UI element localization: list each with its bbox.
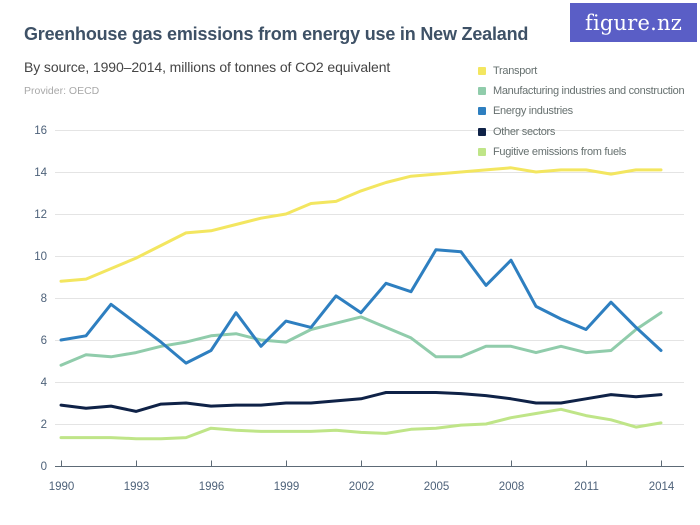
legend-item: Manufacturing industries and constructio…	[478, 81, 685, 101]
y-axis-tick-label: 8	[41, 293, 47, 305]
x-axis-tick-label: 1999	[274, 481, 300, 493]
y-axis-tick-label: 16	[34, 125, 47, 137]
legend-label: Energy industries	[493, 105, 573, 118]
chart-subtitle: By source, 1990–2014, millions of tonnes…	[24, 59, 391, 75]
x-axis-tick-label: 1990	[49, 481, 75, 493]
x-axis-tick-label: 2011	[574, 481, 599, 493]
y-axis-tick-label: 6	[41, 335, 47, 347]
x-axis-tick-label: 2005	[424, 481, 450, 493]
x-axis-tick-label: 2008	[499, 481, 525, 493]
legend-swatch-icon	[478, 107, 486, 116]
y-axis-tick-label: 0	[41, 461, 47, 473]
y-axis-tick-label: 2	[41, 419, 47, 431]
legend-item: Energy industries	[478, 101, 684, 121]
series-line-energy-industries	[59, 248, 663, 365]
legend-label: Fugitive emissions from fuels	[493, 145, 627, 158]
legend-item: Fugitive emissions from fuels	[478, 142, 684, 162]
legend-swatch-icon	[478, 127, 486, 136]
figurenz-logo[interactable]: figure.nz	[570, 3, 697, 42]
x-axis-tick-label: 2002	[349, 481, 375, 493]
legend: Transport Manufacturing industries and co…	[478, 61, 685, 162]
series-line-transport	[59, 166, 663, 283]
legend-label: Manufacturing industries and constructio…	[493, 85, 685, 98]
y-axis-tick-label: 12	[34, 209, 47, 221]
y-axis-tick-label: 4	[41, 377, 48, 389]
y-axis-tick-label: 10	[34, 251, 47, 263]
series-line-other-sectors	[59, 391, 663, 413]
series-line-fugitive-emissions-from-fuels	[59, 407, 663, 441]
x-axis-tick-label: 1993	[124, 481, 150, 493]
x-axis-tick-label: 2014	[649, 481, 675, 493]
x-axis-tick-label: 1996	[199, 481, 225, 493]
legend-item: Other sectors	[478, 122, 684, 142]
legend-swatch-icon	[478, 147, 486, 156]
legend-label: Transport	[493, 65, 537, 78]
legend-label: Other sectors	[493, 125, 556, 138]
legend-swatch-icon	[478, 67, 486, 76]
page-title: Greenhouse gas emissions from energy use…	[24, 24, 529, 44]
series-line-manufacturing-industries-and-construction	[59, 311, 663, 367]
figurenz-logo-text: figure.nz	[585, 10, 682, 35]
y-axis-tick-label: 14	[34, 167, 47, 179]
legend-item: Transport	[478, 61, 684, 81]
provider-label: Provider: OECD	[24, 85, 100, 97]
legend-swatch-icon	[478, 87, 486, 96]
